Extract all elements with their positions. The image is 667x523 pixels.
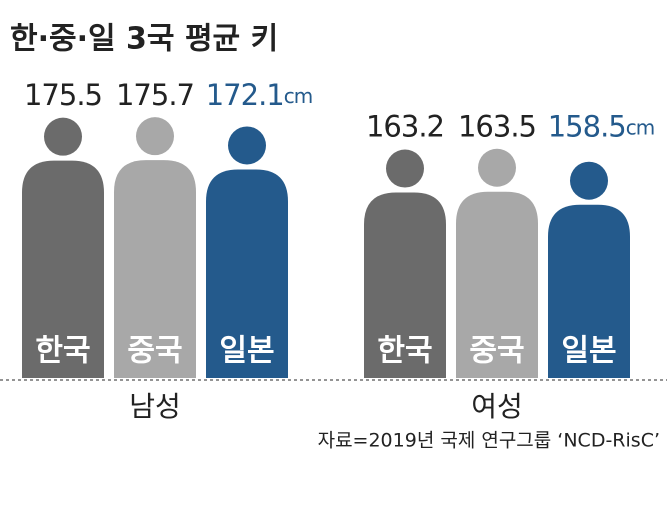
value-label: 175.7 xyxy=(116,78,194,112)
value-label: 172.1cm xyxy=(206,78,313,112)
value: 158.5 xyxy=(548,110,626,144)
value: 175.5 xyxy=(24,78,102,112)
value-label: 163.2 xyxy=(366,110,444,144)
category-label: 일본 xyxy=(219,334,274,369)
head xyxy=(136,117,174,156)
value: 172.1 xyxy=(206,78,284,112)
source: 자료=2019년 국제 연구그룹 ‘NCD-RisC’ xyxy=(318,430,660,452)
value: 163.2 xyxy=(366,110,444,144)
value-label: 158.5cm xyxy=(548,110,655,144)
body xyxy=(456,191,538,378)
body xyxy=(22,160,104,378)
unit: cm xyxy=(626,115,654,139)
head xyxy=(386,149,424,188)
value: 163.5 xyxy=(458,110,536,144)
head xyxy=(570,161,608,200)
value: 175.7 xyxy=(116,78,194,112)
body xyxy=(364,192,446,378)
value-label: 163.5 xyxy=(458,110,536,144)
category-label: 중국 xyxy=(469,334,524,369)
value-label: 175.5 xyxy=(24,78,102,112)
head xyxy=(228,126,266,165)
body xyxy=(114,160,196,378)
body xyxy=(206,169,288,378)
chart-title: 한·중·일 3국 평균 키 xyxy=(10,22,278,57)
group-label: 여성 xyxy=(471,390,523,423)
category-label: 중국 xyxy=(127,334,182,369)
unit: cm xyxy=(284,84,312,108)
body xyxy=(548,204,630,378)
head xyxy=(44,117,82,156)
category-label: 일본 xyxy=(561,334,616,369)
head xyxy=(478,148,516,187)
category-label: 한국 xyxy=(35,334,90,369)
category-label: 한국 xyxy=(377,334,432,369)
group-label: 남성 xyxy=(129,390,181,423)
